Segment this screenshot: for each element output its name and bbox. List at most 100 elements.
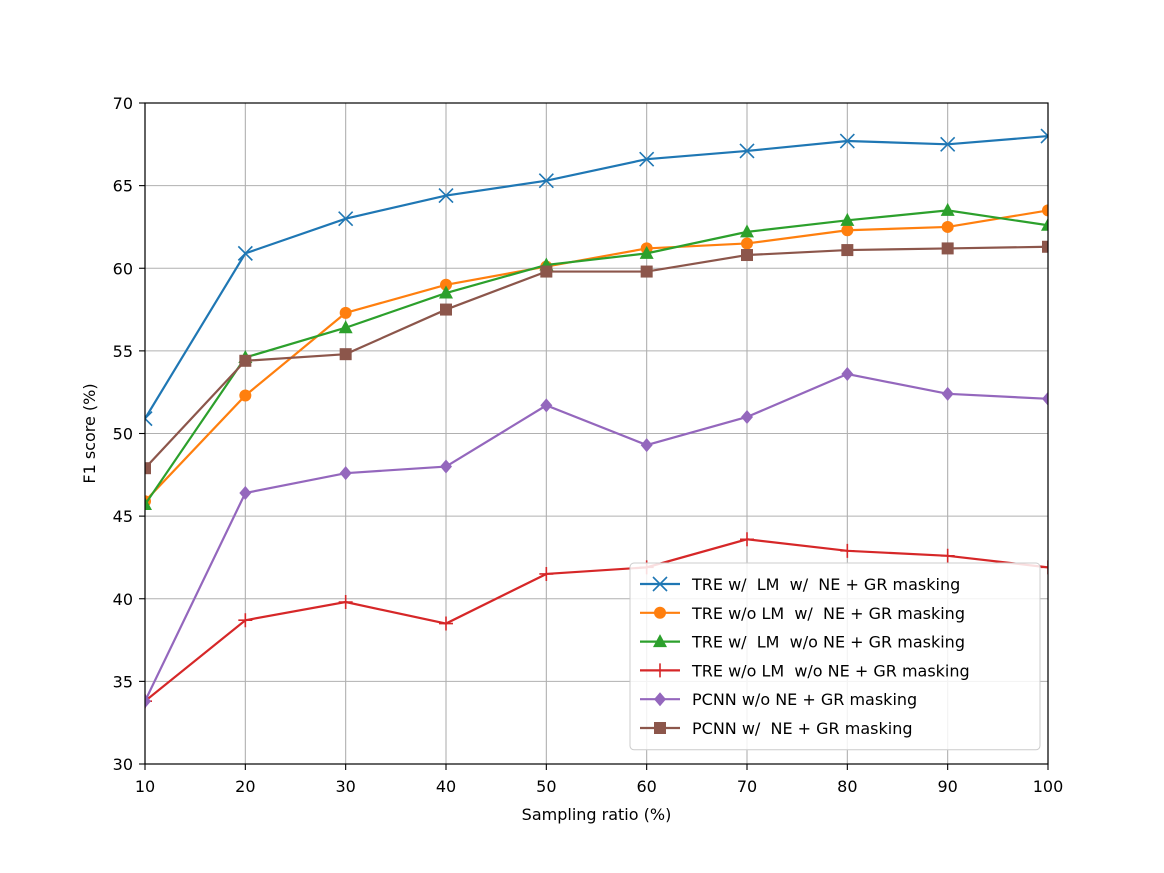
x-tick-label: 90: [937, 777, 957, 796]
data-point-diamond-marker: [239, 485, 252, 500]
legend-entry: PCNN w/ NE + GR masking: [640, 719, 912, 738]
data-point-circle-marker: [741, 237, 753, 250]
legend-label: TRE w/o LM w/ NE + GR masking: [691, 604, 965, 623]
data-point-circle-marker: [841, 224, 854, 237]
data-point-x-marker: [237, 245, 253, 261]
data-point-diamond-marker: [540, 398, 553, 413]
data-point-plus-marker: [940, 548, 955, 563]
data-point-square-marker: [339, 348, 352, 361]
legend-label: TRE w/ LM w/o NE + GR masking: [691, 633, 965, 652]
data-point-square-marker: [540, 265, 553, 278]
data-point-circle-marker: [941, 220, 954, 233]
series-line: [145, 209, 1048, 503]
data-point-plus-marker: [840, 543, 855, 558]
data-point-x-marker: [538, 173, 554, 189]
data-point-circle-marker: [1042, 204, 1048, 217]
y-tick-label: 60: [113, 259, 133, 278]
data-point-plus-marker: [539, 566, 554, 581]
y-tick-label: 45: [113, 507, 133, 526]
data-point-x-marker: [940, 136, 956, 152]
x-tick-label: 60: [636, 777, 656, 796]
data-point-triangle-marker: [653, 634, 667, 648]
data-point-x-marker: [145, 411, 153, 427]
x-axis-label: Sampling ratio (%): [522, 805, 672, 824]
series-line: [145, 245, 1048, 469]
data-point-x-marker: [1040, 128, 1048, 144]
legend-label: TRE w/o LM w/o NE + GR masking: [691, 661, 970, 680]
data-point-circle-marker: [239, 389, 252, 402]
data-point-square-marker: [741, 249, 753, 262]
data-point-diamond-marker: [941, 386, 954, 401]
legend-entry: PCNN w/o NE + GR masking: [640, 690, 917, 709]
data-point-triangle-marker: [840, 212, 855, 226]
data-point-square-marker: [145, 462, 151, 475]
data-point-x-marker: [739, 143, 755, 159]
data-point-triangle-marker: [439, 285, 453, 299]
data-point-x-marker: [639, 151, 655, 167]
data-point-plus-marker: [740, 532, 754, 547]
data-point-square-marker: [1042, 240, 1048, 253]
y-axis-label: F1 score (%): [80, 383, 99, 483]
data-point-triangle-marker: [338, 320, 353, 334]
y-tick-label: 40: [113, 590, 133, 609]
y-tick-label: 30: [113, 755, 133, 774]
data-point-diamond-marker: [640, 438, 653, 453]
legend-entry: TRE w/o LM w/o NE + GR masking: [640, 661, 970, 680]
y-tick-label: 65: [113, 177, 133, 196]
axes: 10 20 30 40 50 60 70 80 90 100 30 35 40 45 50 55 60 65 70: [113, 94, 1064, 796]
x-tick-label: 50: [536, 777, 556, 796]
series-line: [145, 209, 1048, 506]
data-point-diamond-marker: [440, 459, 452, 474]
data-point-square-marker: [941, 242, 954, 255]
x-tick-label: 40: [436, 777, 456, 796]
data-point-triangle-marker: [145, 497, 152, 511]
series-line: [145, 134, 1048, 420]
data-point-x-marker: [652, 576, 668, 592]
data-point-plus-marker: [439, 616, 453, 631]
data-point-square-marker: [239, 354, 252, 367]
series-1: [145, 128, 1048, 427]
series-line: [145, 538, 1048, 703]
data-point-plus-marker: [1041, 560, 1048, 575]
data-point-diamond-marker: [1042, 391, 1048, 406]
x-tick-label: 20: [235, 777, 255, 796]
series-line: [145, 372, 1048, 702]
legend-entry: TRE w/o LM w/ NE + GR masking: [640, 604, 965, 623]
data-point-plus-marker: [653, 663, 667, 678]
legend-entry: TRE w/ LM w/o NE + GR masking: [640, 633, 965, 652]
legend: TRE w/ LM w/ NE + GR masking TRE w/o LM w…: [629, 562, 1041, 751]
y-tick-label: 50: [113, 425, 133, 444]
series-6: [145, 240, 1048, 475]
y-tick-label: 55: [113, 342, 133, 361]
data-point-diamond-marker: [841, 367, 854, 382]
data-point-square-marker: [841, 244, 854, 257]
data-point-plus-marker: [338, 595, 353, 610]
x-tick-label: 80: [837, 777, 857, 796]
data-point-circle-marker: [654, 606, 666, 619]
data-point-x-marker: [839, 133, 855, 149]
legend-box: [629, 562, 1041, 751]
data-point-x-marker: [338, 211, 354, 227]
x-tick-label: 10: [135, 777, 155, 796]
x-tick-label: 70: [737, 777, 757, 796]
data-point-triangle-marker: [639, 245, 654, 259]
data-point-square-marker: [654, 722, 666, 734]
y-tick-label: 70: [113, 94, 133, 113]
data-point-diamond-marker: [654, 692, 666, 707]
data-point-square-marker: [640, 265, 653, 278]
legend-label: PCNN w/o NE + GR masking: [692, 690, 917, 709]
data-point-circle-marker: [339, 306, 352, 319]
data-point-diamond-marker: [741, 409, 753, 424]
data-point-diamond-marker: [339, 466, 352, 481]
legend-label: PCNN w/ NE + GR masking: [692, 719, 912, 738]
series-4: [145, 532, 1048, 709]
series-5: [145, 367, 1048, 709]
legend-entry: TRE w/ LM w/ NE + GR masking: [640, 575, 960, 594]
data-point-circle-marker: [440, 278, 452, 291]
x-tick-label: 30: [335, 777, 355, 796]
data-point-x-marker: [438, 187, 454, 204]
data-point-triangle-marker: [940, 202, 955, 216]
data-point-triangle-marker: [1041, 217, 1048, 231]
